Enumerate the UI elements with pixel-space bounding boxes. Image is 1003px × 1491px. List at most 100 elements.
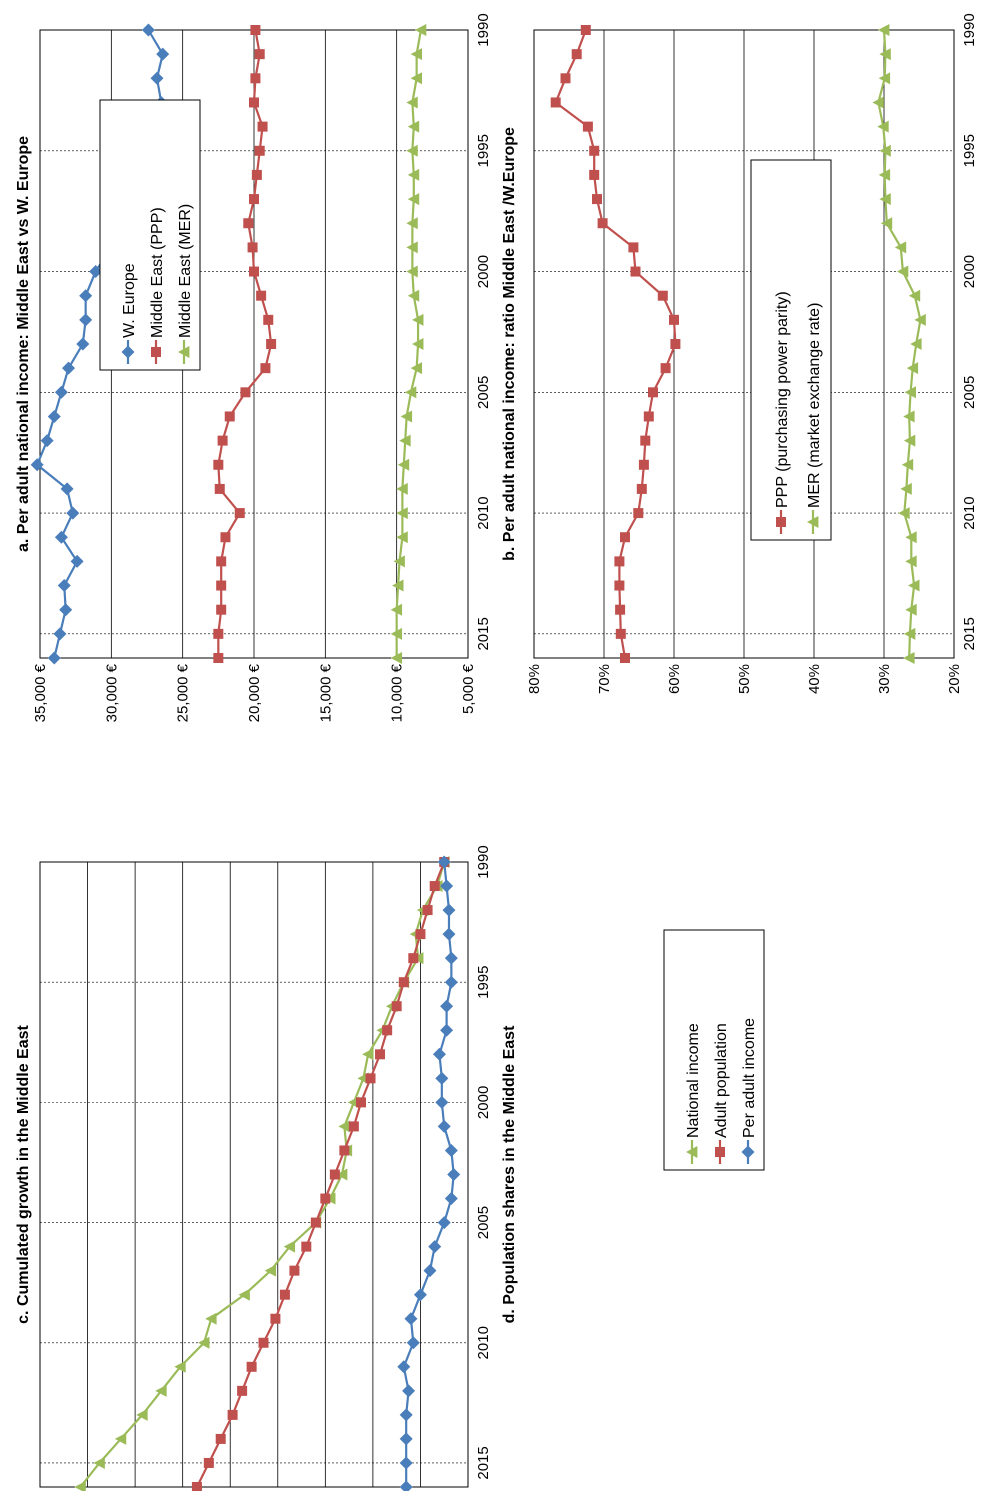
data-point bbox=[399, 1456, 413, 1470]
chart-title: a. Per adult national income: Middle Eas… bbox=[15, 136, 32, 552]
year-tick-label: 1995 bbox=[961, 134, 978, 167]
data-point bbox=[30, 458, 44, 472]
data-point bbox=[412, 313, 424, 326]
data-point bbox=[396, 531, 408, 544]
data-point bbox=[905, 603, 917, 616]
data-point bbox=[406, 217, 418, 230]
data-point bbox=[47, 651, 61, 665]
legend-box bbox=[663, 929, 765, 1171]
data-point bbox=[60, 482, 74, 496]
year-tick-label: 2015 bbox=[475, 1446, 492, 1479]
data-point bbox=[440, 999, 454, 1013]
legend-label: Middle East (PPP) bbox=[149, 207, 166, 338]
data-point bbox=[155, 1384, 167, 1397]
data-point bbox=[903, 410, 915, 423]
data-point bbox=[247, 242, 258, 253]
year-tick-label: 1995 bbox=[475, 134, 492, 167]
data-point bbox=[390, 652, 403, 664]
data-point bbox=[910, 338, 922, 350]
data-point bbox=[410, 362, 423, 375]
data-point bbox=[338, 1120, 350, 1133]
legend-item: Per adult income bbox=[741, 1018, 758, 1164]
data-point bbox=[224, 411, 235, 422]
data-point bbox=[254, 49, 265, 60]
data-point bbox=[435, 1071, 449, 1085]
data-point bbox=[903, 652, 915, 664]
data-point bbox=[908, 579, 920, 592]
data-point bbox=[399, 434, 411, 447]
data-point bbox=[638, 459, 649, 470]
legend-box bbox=[750, 159, 832, 541]
data-point bbox=[397, 1360, 411, 1374]
series-middle-east-mer- bbox=[390, 24, 427, 664]
data-point bbox=[335, 1168, 348, 1181]
data-point bbox=[356, 1097, 366, 1108]
data-point bbox=[410, 72, 423, 85]
data-point bbox=[413, 1288, 427, 1302]
data-point bbox=[914, 313, 926, 326]
plot-frame bbox=[533, 29, 955, 659]
data-point bbox=[57, 579, 71, 593]
year-tick-label: 2005 bbox=[475, 376, 492, 409]
series-adult-population bbox=[191, 857, 450, 1491]
legend-item: PPP (purchasing power parity) bbox=[774, 291, 791, 534]
data-point bbox=[444, 975, 458, 989]
year-tick-label: 2015 bbox=[961, 617, 978, 650]
data-point bbox=[216, 604, 227, 615]
data-point bbox=[396, 507, 408, 520]
data-point bbox=[254, 145, 265, 156]
chart-panel-c: -10%10%30%50%70%90%110%130%150%170%19901… bbox=[15, 845, 765, 1491]
legend-swatch-marker bbox=[151, 347, 161, 357]
data-point bbox=[220, 532, 231, 543]
data-point bbox=[435, 1095, 449, 1109]
data-point bbox=[214, 483, 225, 494]
data-point bbox=[191, 1482, 202, 1491]
data-point bbox=[382, 1025, 393, 1036]
data-point bbox=[422, 905, 433, 916]
legend-item: Adult population bbox=[713, 1023, 730, 1164]
legend-item: Middle East (PPP) bbox=[149, 207, 166, 364]
data-point bbox=[213, 628, 224, 639]
data-point bbox=[898, 507, 910, 520]
data-point bbox=[156, 47, 170, 61]
data-point bbox=[905, 555, 917, 568]
data-point bbox=[257, 121, 268, 132]
data-point bbox=[901, 458, 914, 471]
legend-item: W. Europe bbox=[121, 263, 138, 364]
data-point bbox=[878, 24, 890, 36]
data-point bbox=[246, 1361, 257, 1372]
data-point bbox=[329, 1169, 340, 1180]
data-point bbox=[213, 653, 224, 663]
data-point bbox=[251, 169, 262, 180]
data-point bbox=[560, 73, 571, 84]
data-point bbox=[406, 96, 418, 109]
data-point bbox=[260, 363, 271, 374]
data-point bbox=[270, 1313, 281, 1324]
value-tick-label: 30% bbox=[876, 664, 893, 694]
data-point bbox=[428, 1240, 442, 1254]
data-point bbox=[256, 290, 267, 301]
data-point bbox=[657, 290, 668, 301]
year-tick-label: 2005 bbox=[475, 1206, 492, 1239]
data-point bbox=[440, 879, 454, 893]
data-point bbox=[150, 71, 164, 85]
data-point bbox=[40, 434, 54, 448]
legend-swatch-marker bbox=[715, 1147, 725, 1157]
year-tick-label: 2000 bbox=[475, 1086, 492, 1119]
legend-label: Adult population bbox=[713, 1023, 730, 1138]
data-point bbox=[53, 627, 67, 641]
year-tick-label: 2000 bbox=[475, 255, 492, 288]
data-point bbox=[407, 193, 420, 206]
legend-swatch-marker bbox=[807, 516, 819, 528]
chart-panel-a: 5,000 € 10,000 € 15,000 € 20,000 € 25,000 € 3… bbox=[15, 13, 492, 722]
data-point bbox=[444, 951, 458, 965]
data-point bbox=[89, 265, 103, 279]
data-point bbox=[589, 145, 600, 156]
series-national-income bbox=[74, 856, 450, 1491]
chart-panel-b: 20% 30% 40% 50% 60% 70% 80% 1990 1995 2000 2005 201… bbox=[501, 13, 978, 694]
data-point bbox=[615, 628, 626, 639]
year-tick-label: 1990 bbox=[961, 13, 978, 46]
data-point bbox=[250, 73, 261, 84]
data-point bbox=[415, 929, 426, 940]
